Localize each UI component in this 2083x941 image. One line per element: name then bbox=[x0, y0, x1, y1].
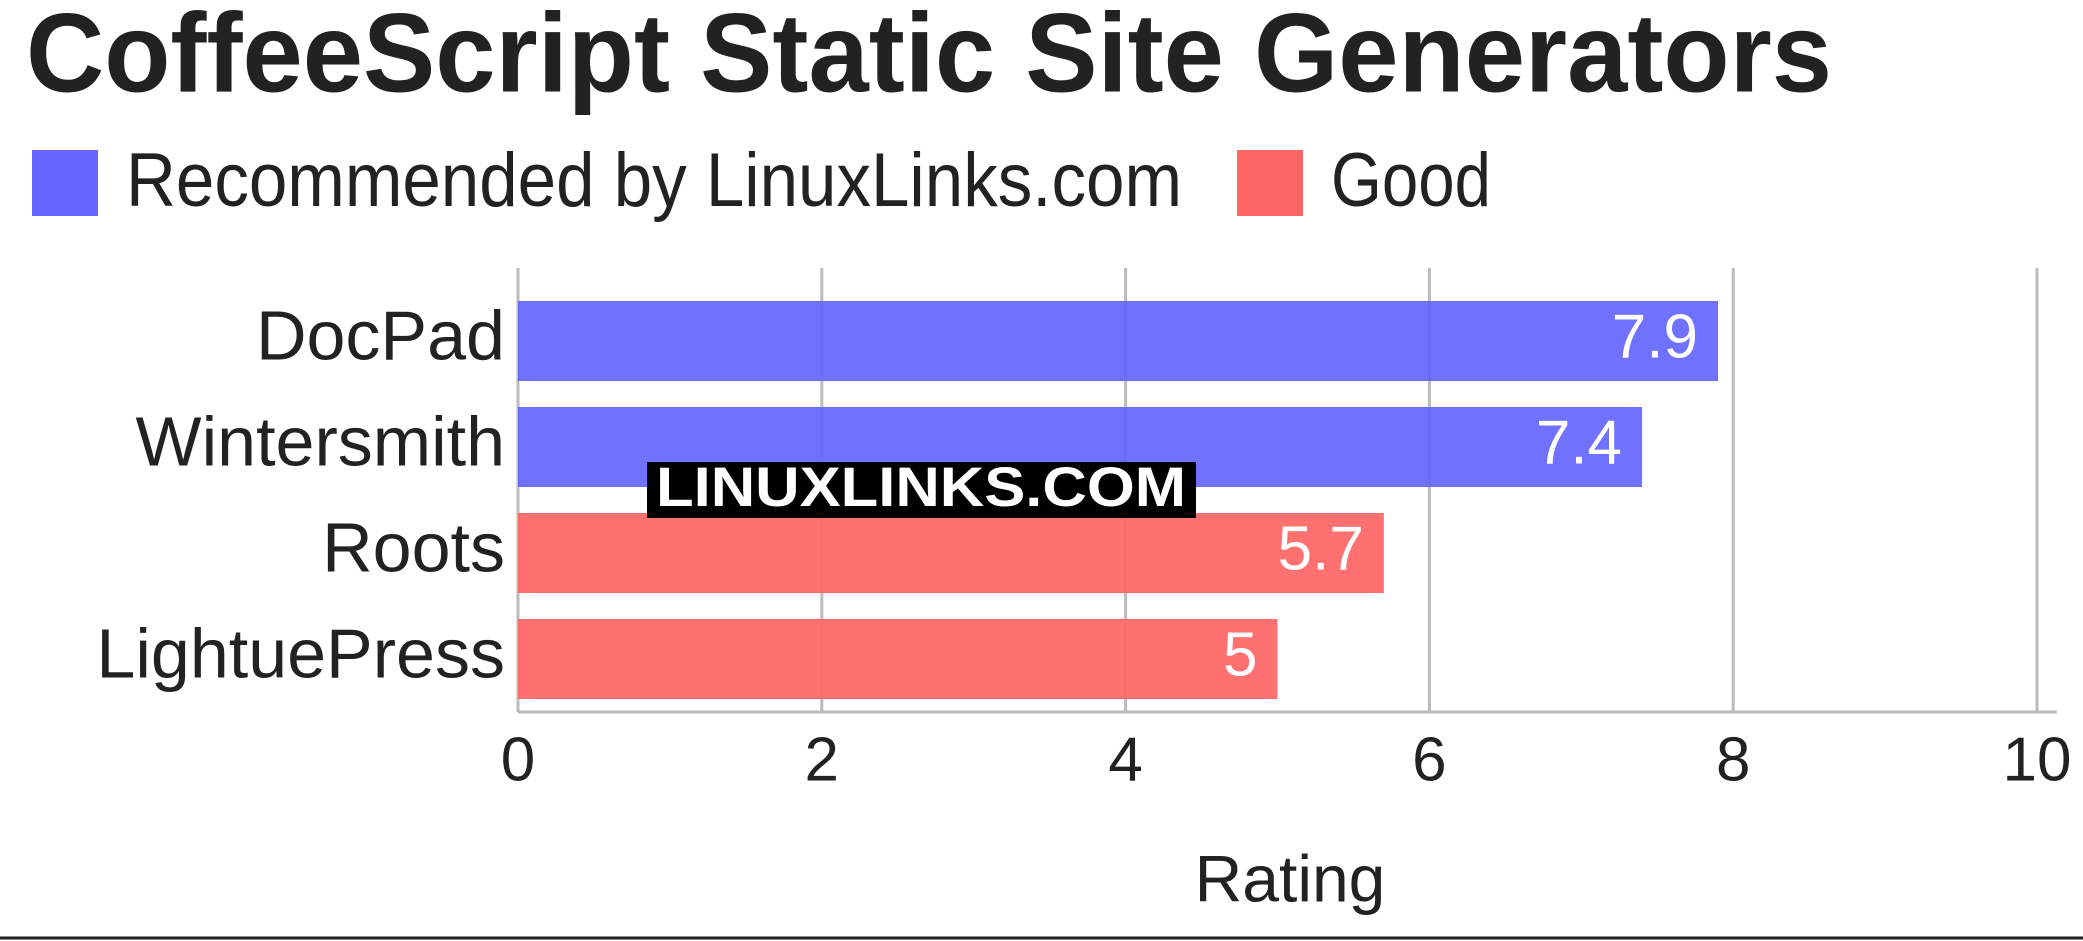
bar bbox=[518, 301, 1719, 381]
y-tick-label: LightuePress bbox=[96, 614, 505, 692]
bar bbox=[518, 619, 1278, 699]
x-tick-label: 0 bbox=[501, 725, 535, 794]
legend-label: Recommended by LinuxLinks.com bbox=[126, 138, 1182, 223]
x-tick-label: 4 bbox=[1108, 725, 1142, 794]
y-tick-label: Wintersmith bbox=[136, 402, 505, 480]
chart-title: CoffeeScript Static Site Generators bbox=[26, 0, 1832, 116]
x-axis-label: Rating bbox=[1195, 841, 1386, 915]
watermark: LINUXLINKS.COM bbox=[656, 455, 1186, 518]
value-label: 5.7 bbox=[1278, 514, 1364, 583]
x-tick-label: 10 bbox=[2003, 725, 2072, 794]
legend-swatch bbox=[1237, 150, 1303, 216]
y-tick-label: Roots bbox=[322, 508, 505, 586]
value-label: 7.4 bbox=[1536, 408, 1622, 477]
legend-label: Good bbox=[1331, 138, 1491, 223]
value-label: 7.9 bbox=[1612, 302, 1698, 371]
x-tick-label: 2 bbox=[805, 725, 839, 794]
x-tick-label: 6 bbox=[1412, 725, 1446, 794]
value-label: 5 bbox=[1223, 620, 1257, 689]
watermark-box bbox=[647, 462, 1196, 518]
legend-swatch bbox=[32, 150, 98, 216]
y-tick-label: DocPad bbox=[256, 296, 505, 374]
x-tick-label: 8 bbox=[1716, 725, 1750, 794]
bar bbox=[518, 513, 1384, 593]
